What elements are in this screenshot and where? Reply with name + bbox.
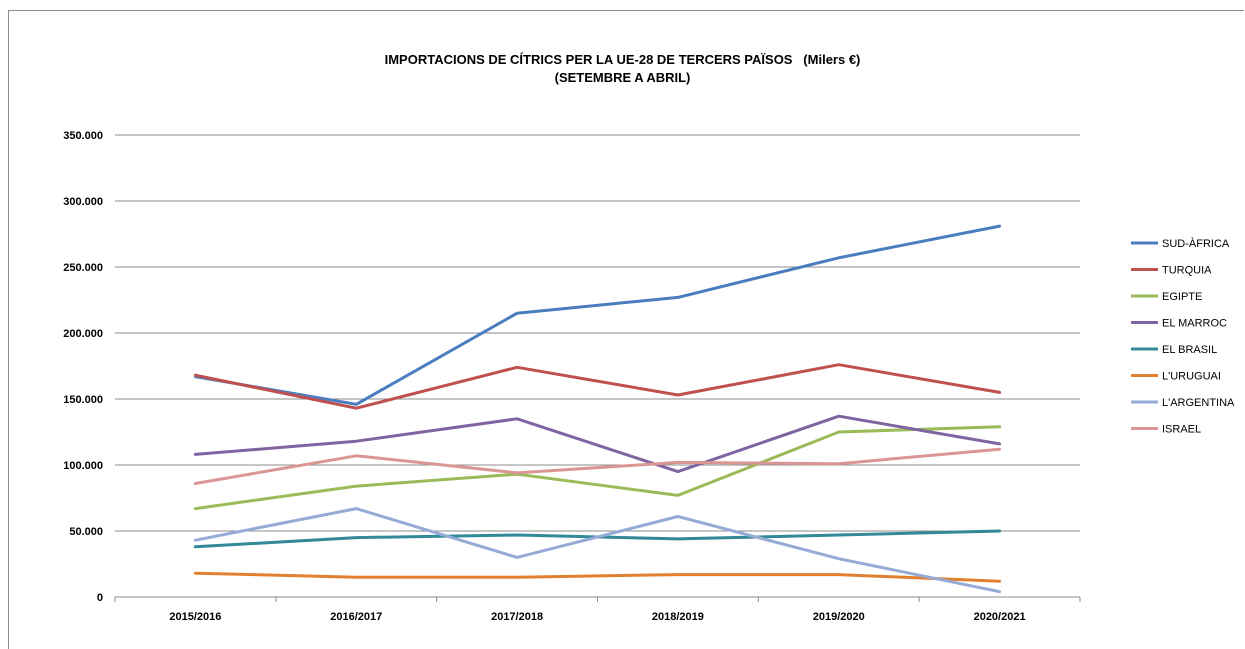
series-line — [193, 363, 1002, 410]
legend-label: TURQUIA — [1162, 265, 1212, 277]
series-line — [193, 425, 1002, 511]
x-tick-label: 2018/2019 — [652, 611, 704, 623]
chart-title-block: IMPORTACIONS DE CÍTRICS PER LA UE-28 DE … — [0, 51, 1245, 87]
y-axis-ticks: 0 50.000 100.000 150.000 200.000 250.000 300.0… — [63, 130, 103, 604]
x-tick-label: 2019/2020 — [813, 611, 865, 623]
y-tick-label: 100.000 — [63, 460, 103, 472]
y-tick-label: 50.000 — [69, 526, 103, 538]
gridlines — [115, 134, 1080, 532]
legend-label: L'URUGUAI — [1162, 371, 1221, 383]
series-line — [193, 447, 1002, 485]
series-line — [193, 224, 1002, 406]
y-tick-label: 250.000 — [63, 262, 103, 274]
x-tick-label: 2020/2021 — [974, 611, 1026, 623]
series-line — [193, 571, 1002, 583]
chart-frame — [8, 10, 1244, 649]
legend: SUD-ÀFRICA TURQUIA EGIPTE EL MARROC EL BRASI… — [1131, 237, 1235, 436]
legend-label: ISRAEL — [1162, 424, 1201, 436]
y-tick-label: 300.000 — [63, 196, 103, 208]
x-tick-label: 2015/2016 — [169, 611, 221, 623]
x-tick-label: 2017/2018 — [491, 611, 543, 623]
chart-title: IMPORTACIONS DE CÍTRICS PER LA UE-28 DE … — [384, 52, 861, 67]
legend-label: EGIPTE — [1162, 291, 1202, 303]
series-lines — [193, 224, 1002, 594]
legend-label: L'ARGENTINA — [1162, 397, 1235, 409]
x-axis: 2015/2016 2016/2017 2017/2018 2018/2019 2019… — [114, 596, 1081, 623]
legend-label: EL MARROC — [1162, 318, 1227, 330]
y-tick-label: 350.000 — [63, 130, 103, 142]
y-tick-label: 0 — [97, 592, 103, 604]
x-tick-label: 2016/2017 — [330, 611, 382, 623]
legend-label: SUD-ÀFRICA — [1162, 237, 1230, 250]
chart-subtitle: (SETEMBRE A ABRIL) — [554, 70, 691, 85]
series-line — [193, 414, 1002, 474]
y-tick-label: 150.000 — [63, 394, 103, 406]
series-line — [193, 529, 1002, 549]
series-line — [193, 507, 1002, 594]
legend-label: EL BRASIL — [1162, 344, 1217, 356]
y-tick-label: 200.000 — [63, 328, 103, 340]
